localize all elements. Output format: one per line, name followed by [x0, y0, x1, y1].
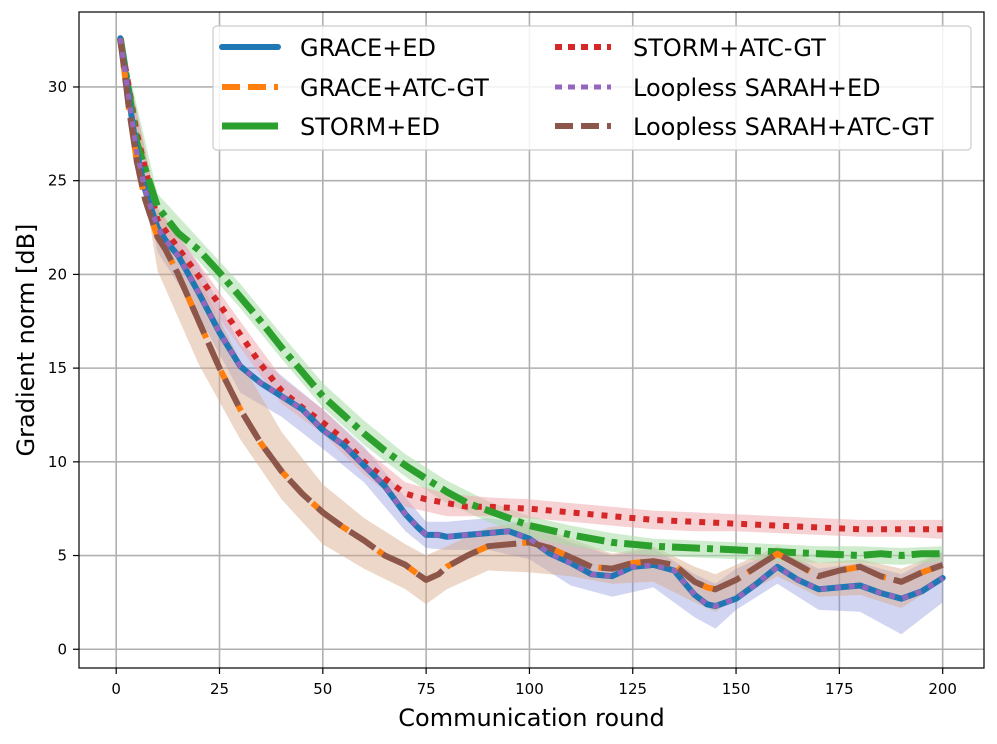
legend-label: GRACE+ED — [300, 34, 436, 62]
y-tick-label: 25 — [48, 172, 67, 190]
data-series — [116, 35, 946, 610]
x-tick-label: 0 — [111, 680, 121, 698]
series-line-storm-atc-gt — [117, 37, 943, 533]
confidence-band — [120, 34, 943, 635]
legend-label: Loopless SARAH+ED — [633, 74, 881, 102]
series-line-storm-ed — [116, 37, 943, 559]
x-tick-label: 150 — [722, 680, 751, 698]
y-tick-label: 5 — [57, 547, 67, 565]
y-axis-label: Gradient norm [dB] — [12, 224, 40, 457]
y-tick-label: 30 — [48, 78, 67, 96]
confidence-band — [120, 34, 943, 539]
y-tick-label: 15 — [48, 359, 67, 377]
legend-label: Loopless SARAH+ATC-GT — [633, 113, 934, 141]
legend: GRACE+ED STORM+ATC-GT GRACE+ATC-GT Loopless… — [212, 25, 972, 151]
x-tick-label: 200 — [928, 680, 957, 698]
x-tick-label: 175 — [825, 680, 854, 698]
x-tick-label: 125 — [618, 680, 647, 698]
confidence-bands — [120, 34, 943, 635]
x-tick-label: 75 — [417, 680, 436, 698]
y-tick-label: 20 — [48, 265, 67, 283]
axis-ticks: 0 25 50 75 100 125 150 175 200 0 5 10 15 20 25 30 — [48, 78, 957, 698]
y-tick-label: 0 — [57, 640, 67, 658]
y-tick-label: 10 — [48, 453, 67, 471]
legend-label: STORM+ED — [300, 113, 440, 141]
x-tick-label: 50 — [313, 680, 332, 698]
legend-box — [212, 25, 972, 151]
plot-area-frame — [78, 11, 985, 669]
series-line-loopless-sarah-atc-gt — [117, 37, 944, 593]
series-line-loopless-sarah-ed — [117, 37, 945, 609]
x-tick-label: 100 — [515, 680, 544, 698]
legend-label: GRACE+ATC-GT — [300, 74, 489, 102]
x-axis-label: Communication round — [398, 704, 664, 732]
legend-label: STORM+ATC-GT — [633, 34, 826, 62]
x-tick-label: 25 — [210, 680, 229, 698]
